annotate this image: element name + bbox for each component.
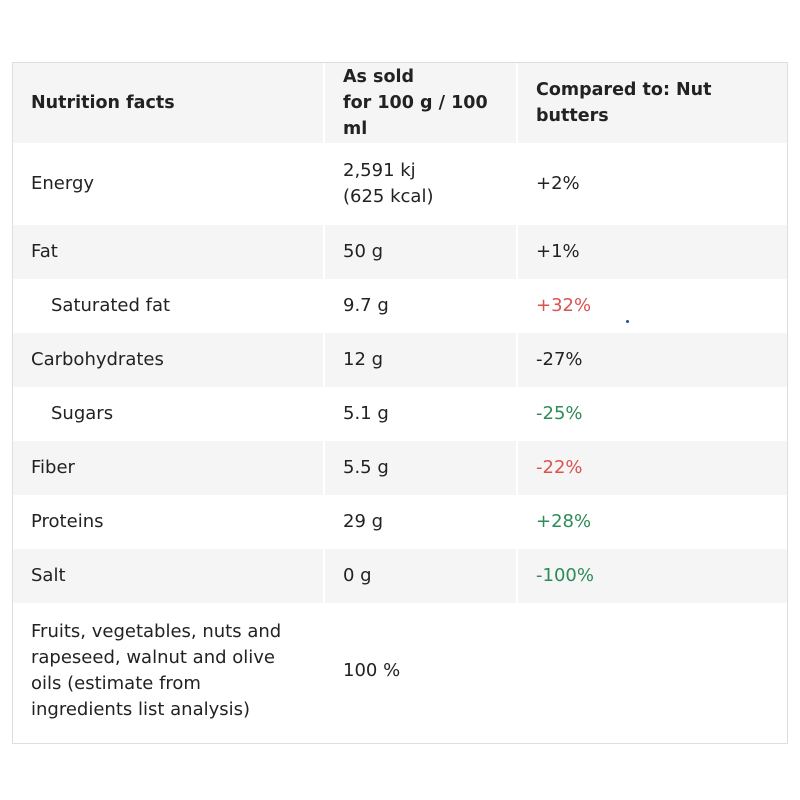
- comparison-value: +28%: [516, 495, 787, 549]
- table-row: Proteins 29 g +28%: [13, 495, 787, 549]
- table-row: Sugars 5.1 g -25%: [13, 387, 787, 441]
- nutrient-name: Saturated fat: [13, 279, 323, 333]
- value-line1: 2,591 kj: [343, 160, 416, 181]
- nutrient-name: Sugars: [13, 387, 323, 441]
- comparison-value: [516, 603, 787, 739]
- header-as-sold-line2: for 100 g / 100 ml: [343, 93, 488, 139]
- nutrient-name: Salt: [13, 549, 323, 603]
- nutrient-value: 5.5 g: [323, 441, 516, 495]
- nutrient-name: Proteins: [13, 495, 323, 549]
- nutrition-table: Nutrition facts As sold for 100 g / 100 …: [13, 63, 787, 739]
- comparison-value: -100%: [516, 549, 787, 603]
- header-nutrition-facts: Nutrition facts: [13, 63, 323, 143]
- comparison-value: +1%: [516, 225, 787, 279]
- name-line: oils (estimate from: [31, 673, 201, 694]
- nutrient-name: Energy: [13, 143, 323, 225]
- nutrient-value: 50 g: [323, 225, 516, 279]
- comparison-value: -25%: [516, 387, 787, 441]
- nutrient-value: 0 g: [323, 549, 516, 603]
- table-row: Saturated fat 9.7 g +32%: [13, 279, 787, 333]
- table-row: Fruits, vegetables, nuts and rapeseed, w…: [13, 603, 787, 739]
- nutrient-name: Fruits, vegetables, nuts and rapeseed, w…: [13, 603, 323, 739]
- nutrient-value: 29 g: [323, 495, 516, 549]
- header-compared-to: Compared to: Nut butters: [516, 63, 787, 143]
- name-line: rapeseed, walnut and olive: [31, 647, 276, 668]
- header-as-sold-line1: As sold: [343, 67, 415, 87]
- stray-dot: [626, 320, 629, 323]
- table-row: Fat 50 g +1%: [13, 225, 787, 279]
- nutrient-value: 9.7 g: [323, 279, 516, 333]
- table-row: Carbohydrates 12 g -27%: [13, 333, 787, 387]
- nutrient-value: 2,591 kj (625 kcal): [323, 143, 516, 225]
- header-as-sold: As sold for 100 g / 100 ml: [323, 63, 516, 143]
- nutrient-name: Fiber: [13, 441, 323, 495]
- table-row: Fiber 5.5 g -22%: [13, 441, 787, 495]
- nutrient-value: 12 g: [323, 333, 516, 387]
- value-line2: (625 kcal): [343, 186, 434, 207]
- header-row: Nutrition facts As sold for 100 g / 100 …: [13, 63, 787, 143]
- nutrient-name: Fat: [13, 225, 323, 279]
- name-line: Fruits, vegetables, nuts and: [31, 621, 282, 642]
- table-row: Salt 0 g -100%: [13, 549, 787, 603]
- nutrient-name: Carbohydrates: [13, 333, 323, 387]
- comparison-value: +2%: [516, 143, 787, 225]
- nutrient-value: 100 %: [323, 603, 516, 739]
- comparison-value: -27%: [516, 333, 787, 387]
- table-row: Energy 2,591 kj (625 kcal) +2%: [13, 143, 787, 225]
- comparison-value: -22%: [516, 441, 787, 495]
- name-line: ingredients list analysis): [31, 699, 251, 720]
- comparison-value: +32%: [516, 279, 787, 333]
- nutrient-value: 5.1 g: [323, 387, 516, 441]
- nutrition-table-container: Nutrition facts As sold for 100 g / 100 …: [12, 62, 788, 744]
